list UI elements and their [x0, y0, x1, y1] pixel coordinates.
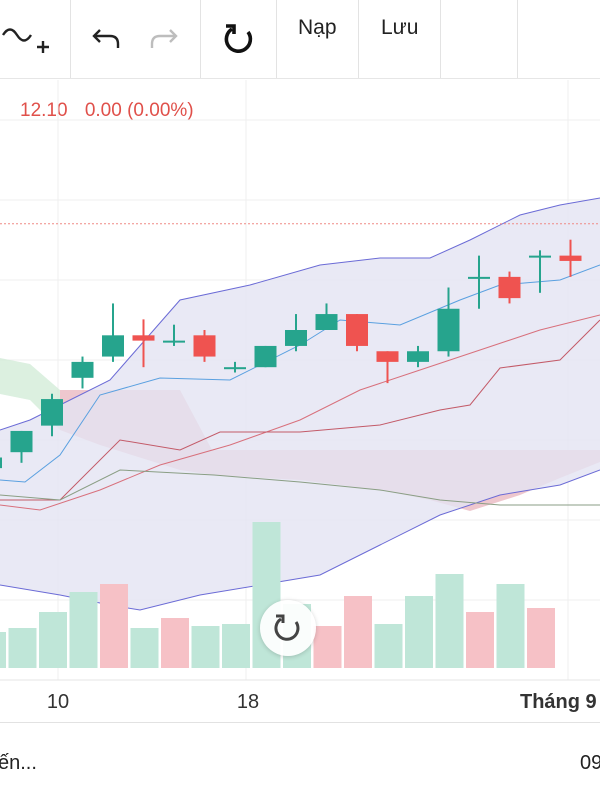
- save-button[interactable]: Lưu: [381, 16, 419, 39]
- volume-bar: [191, 626, 220, 668]
- candle-body: [0, 457, 2, 469]
- refresh-icon: [274, 614, 300, 641]
- candle-body: [224, 367, 246, 370]
- candle-body: [437, 308, 460, 352]
- candle-body: [559, 255, 582, 261]
- volume-bar: [374, 624, 403, 668]
- x-tick-label: Tháng 9: [520, 691, 597, 713]
- volume-bar: [39, 612, 67, 668]
- candle-body: [132, 335, 155, 341]
- volume-bar: [8, 628, 37, 668]
- candle-body: [193, 335, 216, 357]
- candle-body: [102, 335, 124, 357]
- redo-button[interactable]: [140, 0, 186, 78]
- candle-body: [468, 276, 490, 279]
- volume-bar: [344, 596, 372, 668]
- undo-button[interactable]: [84, 0, 130, 78]
- reset-chart-button[interactable]: [214, 0, 264, 78]
- chart-toolbar: Nạp Lưu: [0, 0, 600, 79]
- volume-bar: [496, 584, 525, 668]
- volume-bar: [222, 624, 250, 668]
- volume-bar: [161, 618, 189, 668]
- price-legend: 12.10 0.00 (0.00%): [20, 100, 206, 122]
- legend-price: 12.10: [20, 100, 68, 121]
- reset-view-button[interactable]: [260, 600, 316, 656]
- legend-change: 0.00 (0.00%): [84, 100, 194, 121]
- moving-average-line: [0, 314, 600, 511]
- candle-body: [285, 330, 307, 346]
- wave-plus-icon: [1, 28, 49, 53]
- candle-body: [407, 351, 429, 362]
- candle-body: [71, 361, 94, 378]
- candle-body: [163, 340, 185, 343]
- candle-body: [41, 399, 63, 426]
- volume-bar: [130, 628, 159, 668]
- volume-bar: [435, 574, 464, 668]
- candle-body: [10, 430, 33, 453]
- undo-icon: [92, 29, 120, 48]
- volume-bar: [0, 632, 6, 668]
- candle-body: [529, 255, 551, 258]
- kijun-line: [0, 319, 600, 501]
- candle-body: [376, 351, 399, 362]
- volume-bar: [527, 608, 555, 668]
- x-tick-label: 18: [237, 691, 259, 713]
- bollinger-band-fill: [0, 198, 600, 610]
- volume-bar: [466, 612, 494, 668]
- refresh-icon: [224, 24, 253, 53]
- candle-body: [254, 345, 277, 368]
- candle-body: [346, 314, 368, 346]
- footer-status-text: ến...: [0, 752, 37, 774]
- volume-bar: [313, 626, 342, 668]
- candle-body: [315, 314, 338, 330]
- candlestick-chart[interactable]: 10 18 Tháng 9: [0, 80, 600, 720]
- x-tick-label: 10: [47, 691, 69, 713]
- load-button[interactable]: Nạp: [298, 16, 337, 39]
- volume-bar: [69, 592, 98, 668]
- redo-icon: [150, 29, 178, 48]
- volume-bar: [405, 596, 433, 668]
- candle-body: [498, 276, 521, 299]
- volume-bar: [100, 584, 128, 668]
- footer-time-text: 09: [580, 752, 600, 774]
- lagging-span-line: [0, 469, 600, 506]
- add-indicator-button[interactable]: [0, 0, 52, 78]
